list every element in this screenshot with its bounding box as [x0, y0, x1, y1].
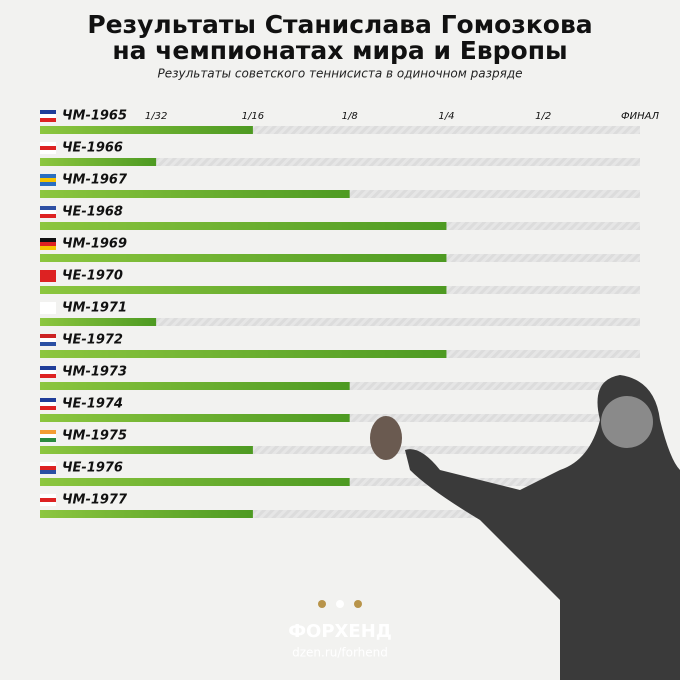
flag — [40, 370, 56, 374]
flag — [40, 114, 56, 118]
bar — [40, 446, 253, 454]
bar — [40, 190, 350, 198]
track — [40, 318, 640, 326]
bar — [40, 382, 350, 390]
category-label: ЧЕ-1974 — [62, 397, 123, 412]
flag — [40, 430, 56, 434]
flag — [40, 278, 56, 282]
track — [40, 126, 640, 134]
title: на чемпионатах мира и Европы — [112, 36, 567, 65]
flag — [40, 502, 56, 506]
bar — [40, 254, 447, 262]
flag — [40, 342, 56, 346]
flag — [40, 238, 56, 242]
category-label: ЧМ-1971 — [62, 301, 127, 316]
flag — [40, 302, 56, 306]
flag — [40, 306, 56, 310]
brand: ФОРХЕНД — [288, 621, 392, 642]
category-label: ЧЕ-1972 — [62, 333, 123, 348]
category-label: ЧМ-1977 — [62, 493, 128, 508]
flag — [40, 178, 56, 182]
subtitle: Результаты советского теннисиста в одино… — [157, 67, 522, 81]
flag — [40, 374, 56, 378]
bar — [40, 318, 157, 326]
flag — [40, 470, 56, 474]
flag — [40, 270, 56, 274]
category-label: ЧМ-1973 — [62, 365, 127, 380]
bar — [40, 286, 447, 294]
flag — [40, 466, 56, 470]
category-label: ЧЕ-1968 — [62, 205, 123, 220]
flag — [40, 406, 56, 410]
dot — [354, 600, 362, 608]
bar — [40, 222, 447, 230]
flag — [40, 214, 56, 218]
flag — [40, 434, 56, 438]
category-label: ЧЕ-1976 — [62, 461, 123, 476]
flag — [40, 206, 56, 210]
flag — [40, 274, 56, 278]
flag — [40, 498, 56, 502]
x-tick-label: 1/16 — [242, 111, 264, 122]
bar — [40, 478, 350, 486]
flag — [40, 334, 56, 338]
category-label: ЧЕ-1966 — [62, 141, 123, 156]
flag — [40, 310, 56, 314]
flag — [40, 150, 56, 154]
flag — [40, 398, 56, 402]
category-label: ЧМ-1967 — [62, 173, 128, 188]
flag — [40, 242, 56, 246]
flag — [40, 438, 56, 442]
category-label: ЧЕ-1970 — [62, 269, 123, 284]
dot — [318, 600, 326, 608]
x-tick-label: 1/2 — [535, 111, 551, 122]
flag — [40, 174, 56, 178]
flag — [40, 118, 56, 122]
flag — [40, 146, 56, 150]
bar — [40, 158, 157, 166]
flag — [40, 182, 56, 186]
dot — [336, 600, 344, 608]
bar — [40, 350, 447, 358]
category-label: ЧМ-1965 — [62, 109, 127, 124]
track — [40, 158, 640, 166]
flag — [40, 402, 56, 406]
category-label: ЧМ-1975 — [62, 429, 127, 444]
url: dzen.ru/forhend — [292, 646, 388, 660]
category-label: ЧМ-1969 — [62, 237, 127, 252]
flag — [40, 462, 56, 466]
track — [40, 510, 640, 518]
flag — [40, 494, 56, 498]
flag — [40, 366, 56, 370]
track — [40, 446, 640, 454]
photo — [370, 375, 680, 680]
x-tick-label: 1/4 — [438, 111, 454, 122]
flag — [40, 246, 56, 250]
bar — [40, 414, 350, 422]
x-tick-label: ФИНАЛ — [621, 111, 659, 122]
flag — [40, 142, 56, 146]
bar — [40, 126, 253, 134]
x-tick-label: 1/8 — [342, 111, 358, 122]
bar — [40, 510, 253, 518]
title: Результаты Станислава Гомозкова — [87, 10, 592, 39]
flag — [40, 210, 56, 214]
flag — [40, 338, 56, 342]
x-tick-label: 1/32 — [145, 111, 167, 122]
flag — [40, 110, 56, 114]
